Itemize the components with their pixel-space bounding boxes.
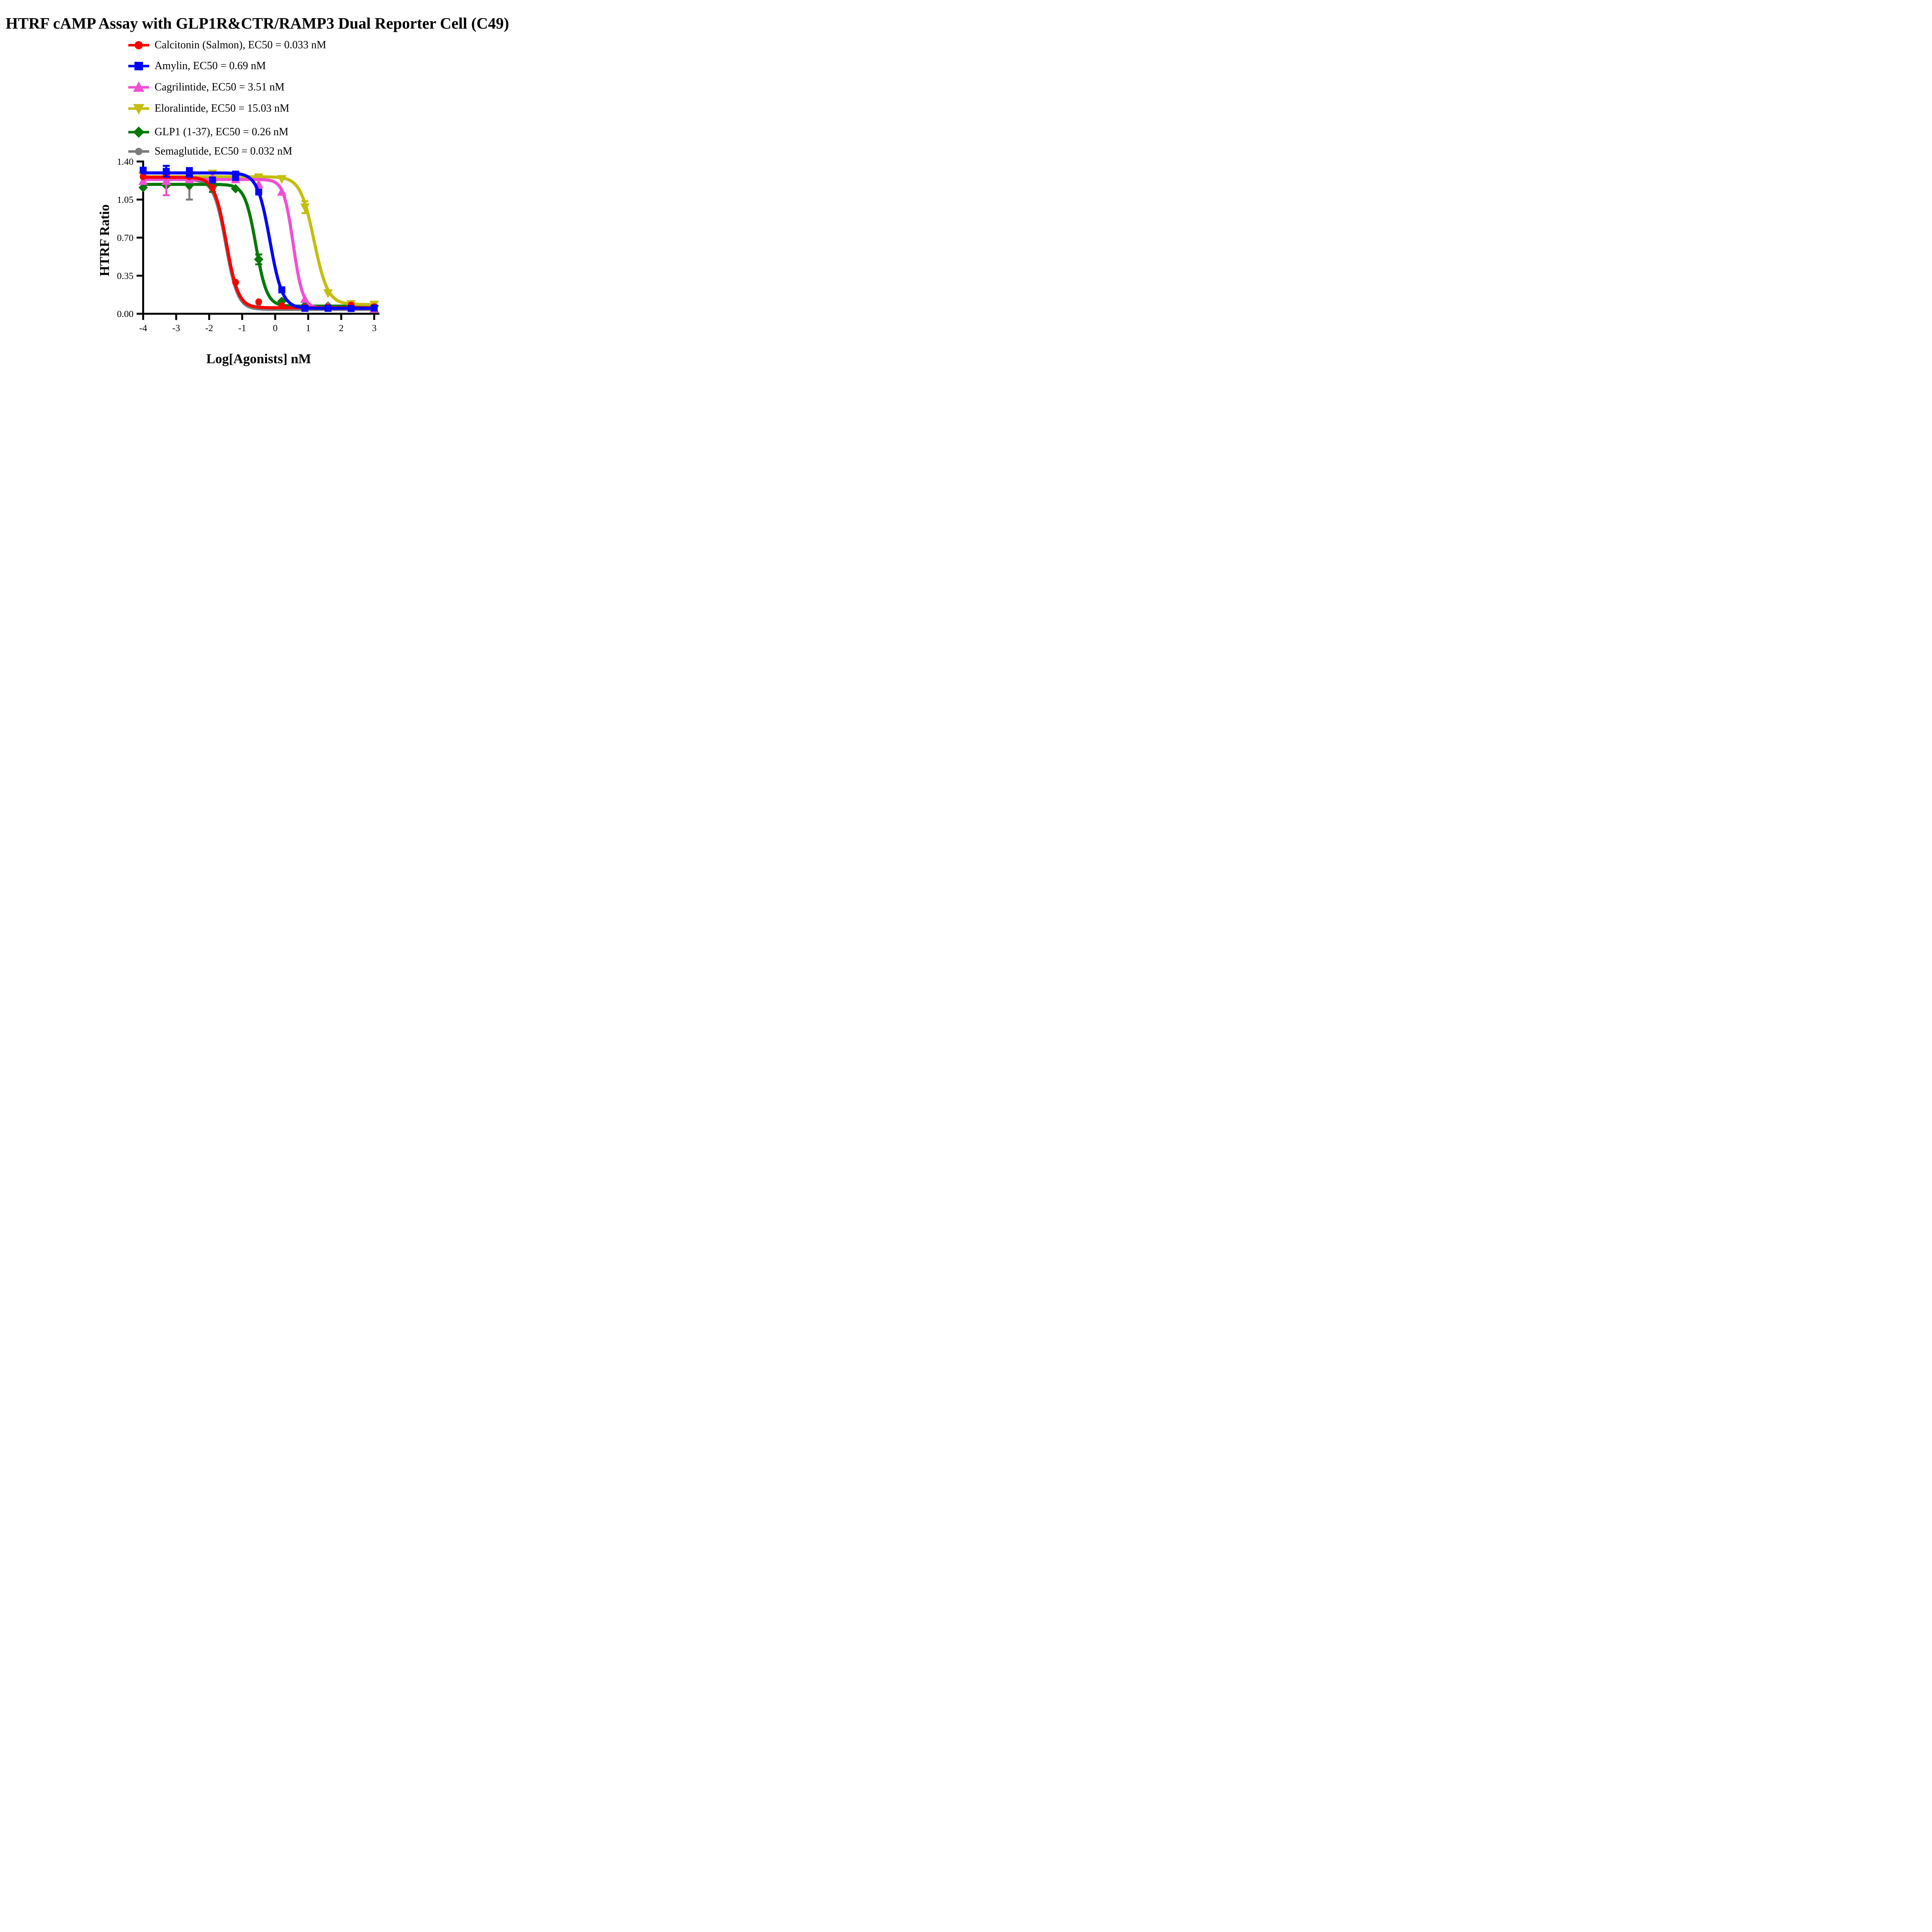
data-point [162, 176, 171, 185]
chart-title: HTRF cAMP Assay with GLP1R&CTR/RAMP3 Dua… [5, 14, 509, 32]
legend-glyph [133, 82, 145, 92]
legend-label-eloralintide: Eloralintide, EC50 = 15.03 nM [155, 102, 289, 114]
data-point [324, 304, 332, 312]
legend-item-eloralintide: Eloralintide, EC50 = 15.03 nM [128, 102, 289, 114]
data-point [209, 184, 216, 191]
fit-curve [141, 178, 376, 310]
data-point [277, 187, 287, 196]
data-point [371, 304, 378, 312]
y-tick-label: 0.70 [117, 233, 134, 243]
series-amylin [139, 165, 378, 312]
x-axis-title: Log[Agonists] nM [206, 351, 311, 366]
data-point [278, 302, 286, 309]
data-point [301, 304, 309, 312]
data-point [323, 289, 333, 298]
legend-glyph [134, 62, 143, 70]
legend-marker-semaglutide-icon [128, 148, 149, 155]
data-point [209, 176, 216, 184]
data-point [232, 172, 239, 179]
legend-glyph [133, 126, 145, 138]
legend-marker-calcitonin-icon [128, 41, 149, 49]
legend-marker-eloralintide-icon [128, 104, 149, 114]
x-tick-label: 0 [273, 323, 277, 333]
data-point [138, 183, 148, 192]
data-point [255, 298, 262, 305]
fit-curve [141, 178, 376, 311]
legend-label-amylin: Amylin, EC50 = 0.69 nM [155, 60, 266, 72]
data-point [231, 184, 240, 194]
data-point [277, 175, 287, 184]
legend-label-cagrilintide: Cagrilintide, EC50 = 3.51 nM [155, 81, 285, 93]
data-point [232, 279, 239, 286]
data-point [300, 294, 310, 303]
data-point [186, 169, 193, 176]
y-tick-label: 0.00 [117, 309, 134, 320]
dose-response-plot: 0.00 0.35 0.70 1.05 1.40 -4 -3 -2 -1 0 1 2 3 HTRF Rat… [97, 157, 379, 366]
legend-marker-cagrilintide-icon [128, 82, 149, 92]
data-point [255, 188, 262, 196]
x-tick-label: -3 [172, 323, 180, 333]
legend-item-calcitonin: Calcitonin (Salmon), EC50 = 0.033 nM [128, 39, 326, 51]
data-point [138, 176, 148, 185]
data-point [254, 255, 264, 264]
legend-label-semaglutide: Semaglutide, EC50 = 0.032 nM [155, 145, 293, 157]
data-point [347, 305, 355, 312]
series-glp1-1-37- [138, 180, 379, 311]
data-point [300, 203, 310, 213]
y-axis-title: HTRF Ratio [97, 204, 112, 276]
x-tick-label: 1 [306, 323, 311, 333]
data-point [139, 173, 147, 180]
legend-glyph [133, 104, 145, 114]
legend-item-cagrilintide: Cagrilintide, EC50 = 3.51 nM [128, 81, 285, 93]
legend-item-glp1: GLP1 (1-37), EC50 = 0.26 nM [128, 126, 288, 138]
legend-item-semaglutide: Semaglutide, EC50 = 0.032 nM [128, 145, 293, 157]
legend-glyph [134, 41, 143, 49]
x-tick-label: -1 [238, 323, 246, 333]
legend-marker-glp1-icon [128, 126, 149, 138]
figure-page: HTRF cAMP Assay with GLP1R&CTR/RAMP3 Dua… [0, 0, 515, 369]
fit-curve [141, 183, 376, 308]
data-point [254, 173, 264, 182]
legend-label-calcitonin: Calcitonin (Salmon), EC50 = 0.033 nM [155, 39, 327, 51]
y-tick-label: 0.35 [117, 271, 134, 281]
x-tick-label: -2 [205, 323, 213, 333]
x-tick-label: 3 [372, 323, 376, 333]
data-point [163, 168, 170, 175]
legend-glyph [135, 148, 143, 155]
data-point [278, 286, 286, 294]
legend-marker-amylin-icon [128, 62, 149, 70]
y-tick-label: 1.05 [117, 195, 134, 205]
legend-label-glp1: GLP1 (1-37), EC50 = 0.26 nM [155, 126, 289, 138]
x-tick-label: 2 [339, 323, 344, 333]
x-tick-label: -4 [139, 323, 147, 333]
data-point [139, 167, 147, 174]
legend-item-amylin: Amylin, EC50 = 0.69 nM [128, 60, 266, 72]
y-tick-label: 1.40 [117, 157, 134, 167]
